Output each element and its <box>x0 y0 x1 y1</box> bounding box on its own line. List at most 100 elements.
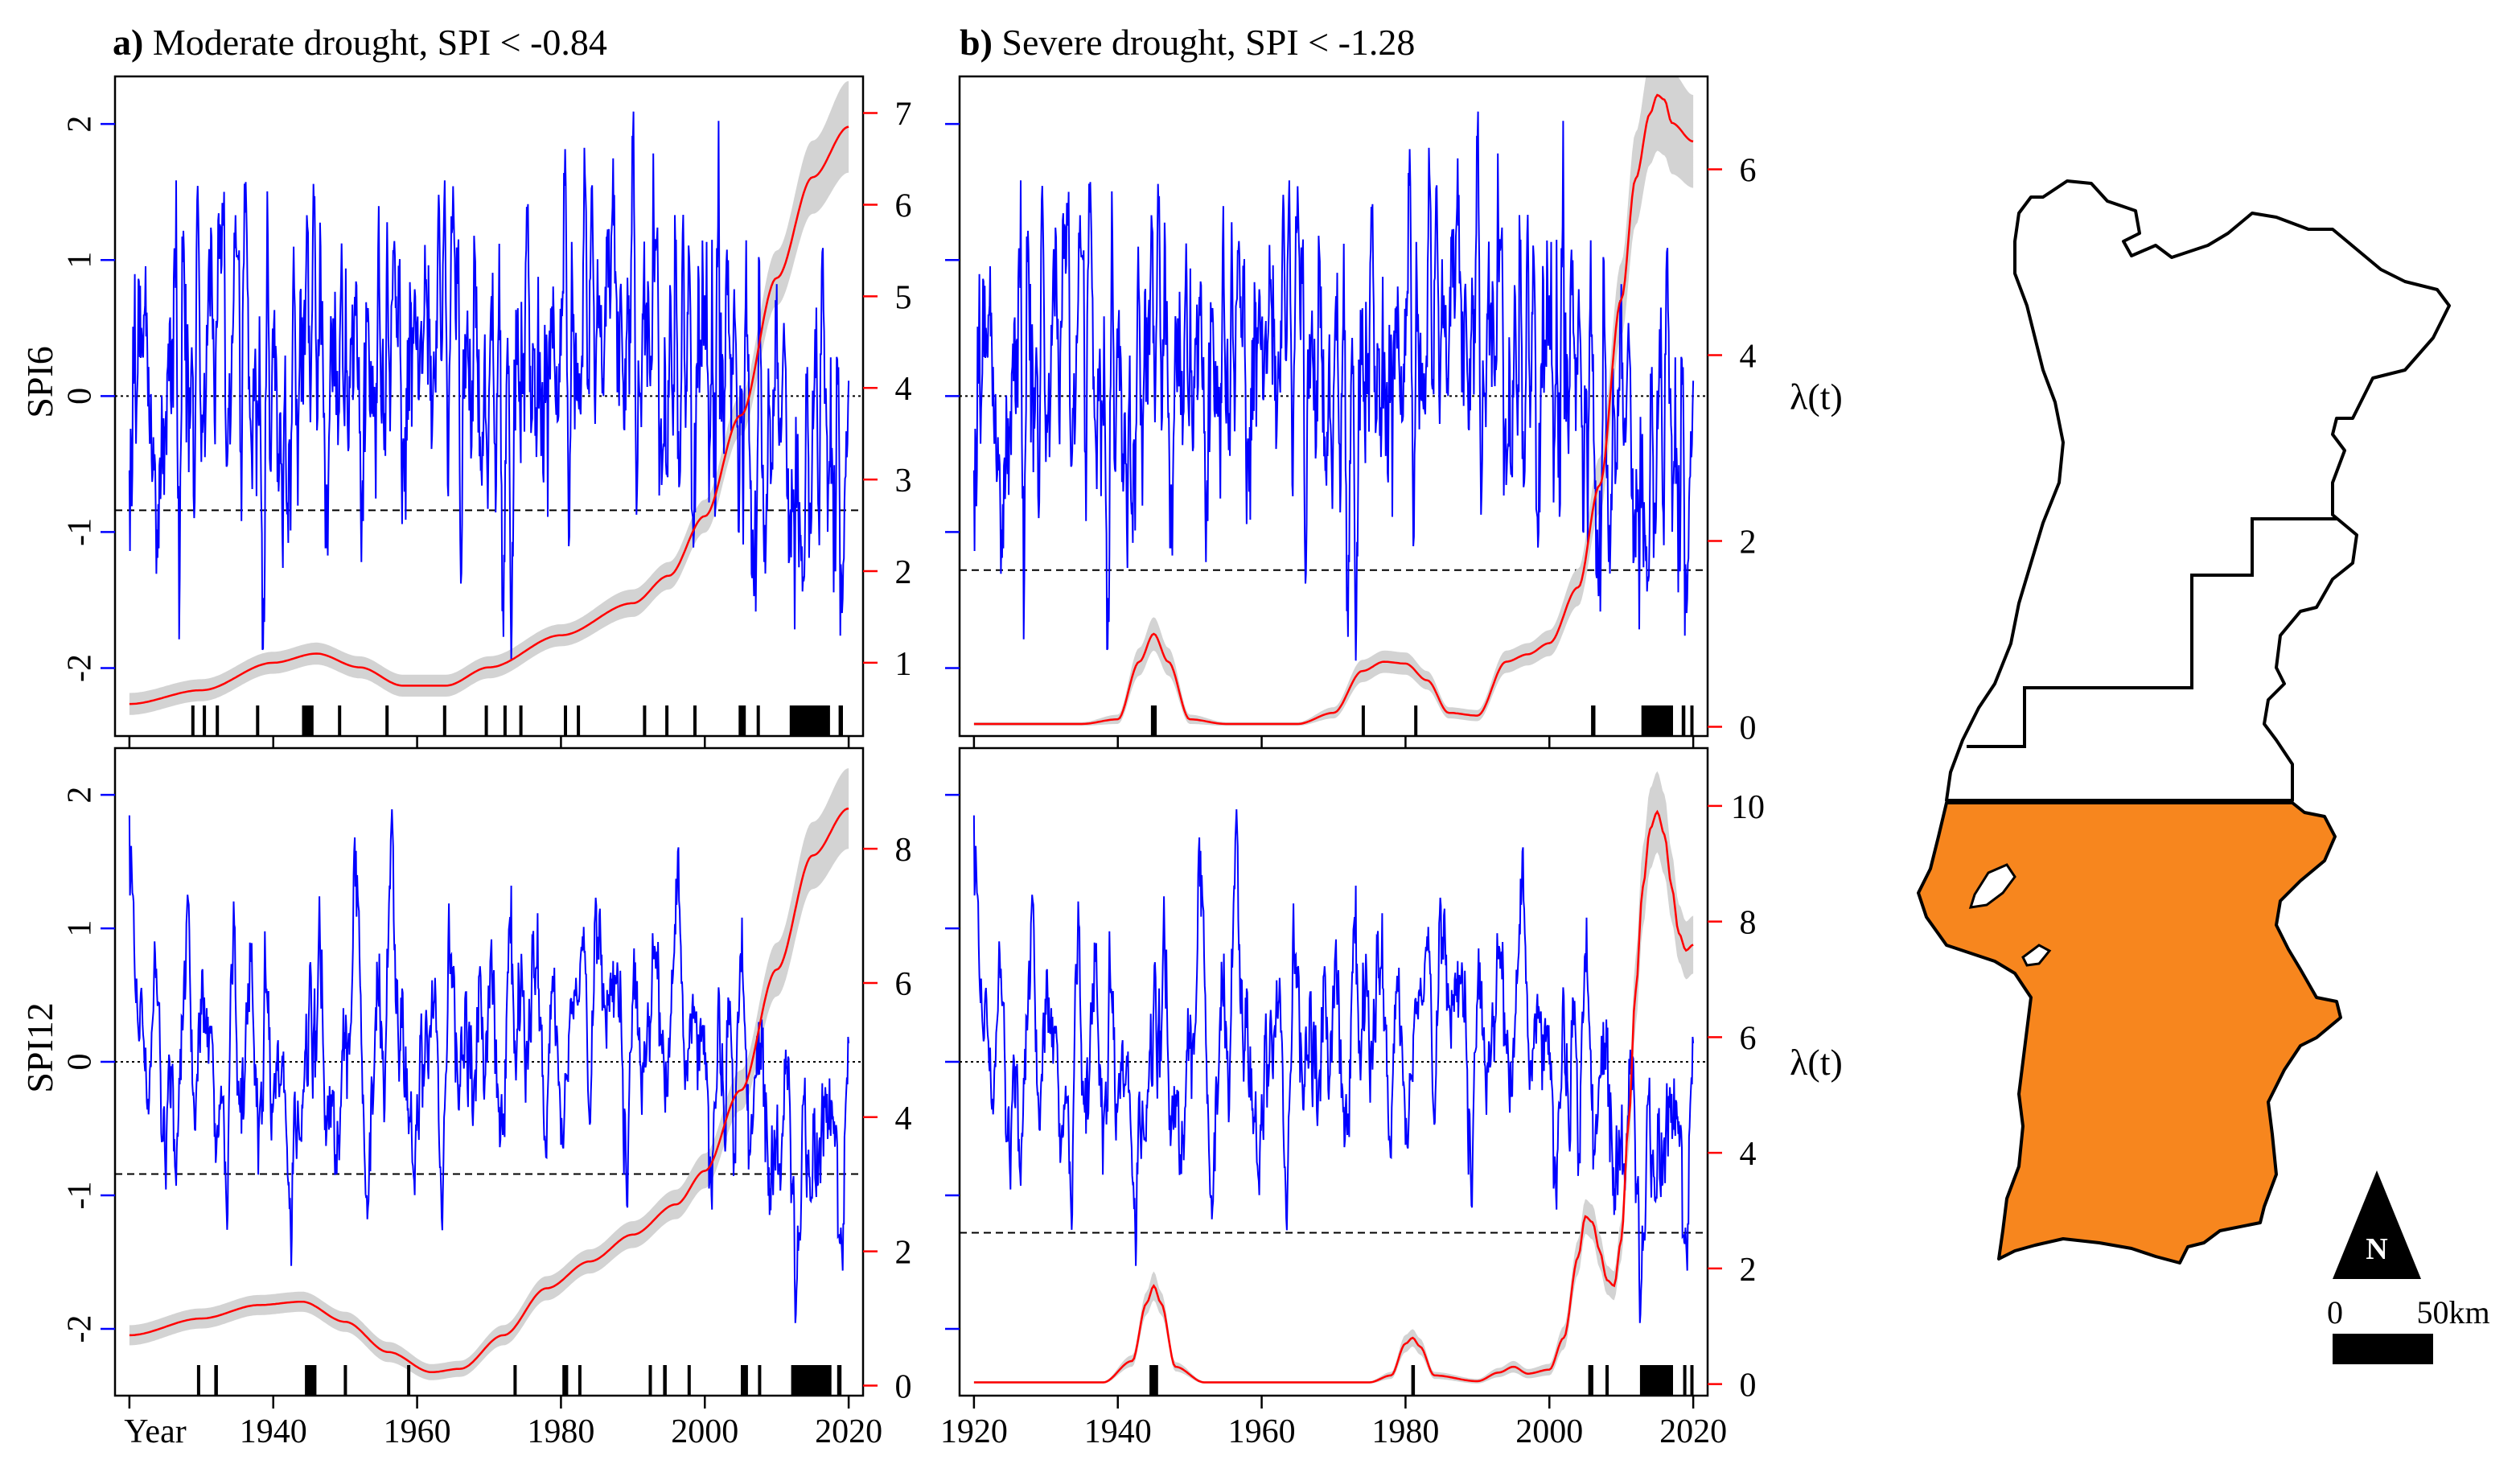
right-axis-tick-label: 5 <box>895 279 912 316</box>
right-axis-tick-label: 6 <box>1740 1020 1757 1057</box>
chart-frame <box>958 746 1709 1397</box>
right-axis-tick-label: 4 <box>895 371 912 408</box>
drought-event-mark <box>1588 1365 1593 1396</box>
left-axis-tick-label: -2 <box>62 1315 99 1343</box>
drought-event-mark <box>564 705 567 736</box>
left-axis-tick-label: 0 <box>62 1054 99 1071</box>
chart-plot-area <box>115 768 863 1396</box>
lambda-intensity-line <box>129 807 849 1374</box>
drought-event-mark <box>663 1365 667 1396</box>
drought-event-mark <box>578 1365 582 1396</box>
left-axis-tick-label: -1 <box>62 1182 99 1210</box>
right-axis-label: λ(t) <box>1790 1042 1843 1083</box>
drought-event-mark <box>562 1365 569 1396</box>
x-axis-tick-label: 1980 <box>527 1413 594 1450</box>
drought-event-mark <box>1681 705 1686 736</box>
right-axis-tick-label: 6 <box>895 966 912 1003</box>
panel-b-letter: b) <box>960 22 993 63</box>
left-axis-tick-label: -2 <box>62 654 99 682</box>
chart-plot-area <box>115 80 863 736</box>
x-axis-label: Year <box>124 1413 186 1450</box>
drought-event-mark <box>385 705 389 736</box>
right-axis-tick-label: 4 <box>1740 338 1757 375</box>
drought-event-mark <box>305 1365 317 1396</box>
x-axis-tick-label: 1980 <box>1371 1413 1439 1450</box>
drought-event-mark <box>203 705 207 736</box>
spi-series-line <box>972 809 1695 1323</box>
drought-event-mark <box>513 1365 517 1396</box>
drought-event-mark <box>442 705 446 736</box>
drought-event-mark <box>1690 705 1694 736</box>
x-axis-tick-label: 2000 <box>671 1413 738 1450</box>
right-axis-tick-label: 2 <box>1740 1252 1757 1289</box>
drought-event-mark <box>1149 1365 1158 1396</box>
lambda-intensity-line <box>973 809 1694 1384</box>
drought-event-mark <box>665 705 669 736</box>
north-arrow-icon <box>2333 1170 2421 1279</box>
left-axis-label: SPI6 <box>19 346 60 417</box>
left-axis-tick-label: 0 <box>62 388 99 405</box>
drought-event-mark <box>789 705 830 736</box>
right-axis-tick-label: 4 <box>1740 1136 1757 1173</box>
chart-spi12-severe: 0 2 4 6 8 10 1920 1940 1960 1980 2000 2020 λ(t) <box>940 746 1843 1450</box>
drought-event-mark <box>758 1365 762 1396</box>
drought-event-mark <box>407 1365 411 1396</box>
drought-event-mark <box>648 1365 652 1396</box>
drought-event-mark <box>738 705 746 736</box>
drought-event-mark <box>302 705 314 736</box>
x-axis-tick-label: 1940 <box>1084 1413 1152 1450</box>
drought-event-mark <box>791 1365 832 1396</box>
right-axis-label: λ(t) <box>1790 376 1843 417</box>
left-axis-tick-label: 1 <box>62 920 99 937</box>
panel-a-title: a) Moderate drought, SPI < -0.84 <box>113 21 607 64</box>
x-axis-tick-label: 1940 <box>240 1413 307 1450</box>
chart-frame <box>113 746 865 1397</box>
northern-region-outline <box>1945 179 2451 802</box>
drought-event-mark <box>343 1365 347 1396</box>
drought-event-mark <box>741 1365 748 1396</box>
scale-zero-label: 0 <box>2327 1294 2343 1330</box>
x-axis-tick-label: 1920 <box>940 1413 1008 1450</box>
panel-a-title-text: Moderate drought, SPI < -0.84 <box>152 22 607 63</box>
x-axis-tick-label: 1960 <box>1228 1413 1296 1450</box>
drought-event-mark <box>1150 705 1157 736</box>
north-label: N <box>2366 1232 2387 1266</box>
chart-frame <box>113 75 865 738</box>
right-axis-tick-label: 0 <box>1740 1367 1757 1404</box>
drought-event-mark <box>1690 1365 1694 1396</box>
right-axis-tick-label: 2 <box>895 1235 912 1272</box>
drought-event-mark <box>484 705 488 736</box>
drought-event-mark <box>687 1365 691 1396</box>
spi-series-line <box>128 809 850 1323</box>
right-axis-tick-label: 8 <box>895 832 912 869</box>
right-axis-tick-label: 4 <box>895 1100 912 1137</box>
estuary-sado <box>2021 944 2052 967</box>
spi-series-line <box>972 111 1695 661</box>
drought-event-mark <box>1361 705 1365 736</box>
right-axis-tick-label: 7 <box>895 97 912 134</box>
drought-event-mark <box>256 705 260 736</box>
drought-event-mark <box>196 1365 200 1396</box>
right-axis-tick-label: 6 <box>1740 152 1757 189</box>
spi-series-line <box>128 111 850 661</box>
drought-event-mark <box>837 1365 842 1396</box>
scale-distance-label: 50km <box>2416 1294 2489 1330</box>
scale-bar <box>2333 1334 2433 1364</box>
drought-event-mark <box>838 705 843 736</box>
right-axis-tick-label: 0 <box>895 1368 912 1405</box>
lambda-intensity-line <box>129 125 849 705</box>
left-axis-label: SPI12 <box>19 1002 60 1092</box>
panel-a-letter: a) <box>113 22 144 63</box>
panel-b-title: b) Severe drought, SPI < -1.28 <box>960 21 1415 64</box>
left-axis-tick-label: 1 <box>62 252 99 269</box>
chart-plot-area <box>960 76 1708 736</box>
drought-event-mark <box>1591 705 1596 736</box>
right-axis-tick-label: 0 <box>1740 709 1757 746</box>
drought-event-mark <box>216 705 220 736</box>
southern-region <box>1917 801 2342 1265</box>
drought-event-mark <box>1605 1365 1609 1396</box>
lambda-intensity-line <box>973 93 1694 726</box>
